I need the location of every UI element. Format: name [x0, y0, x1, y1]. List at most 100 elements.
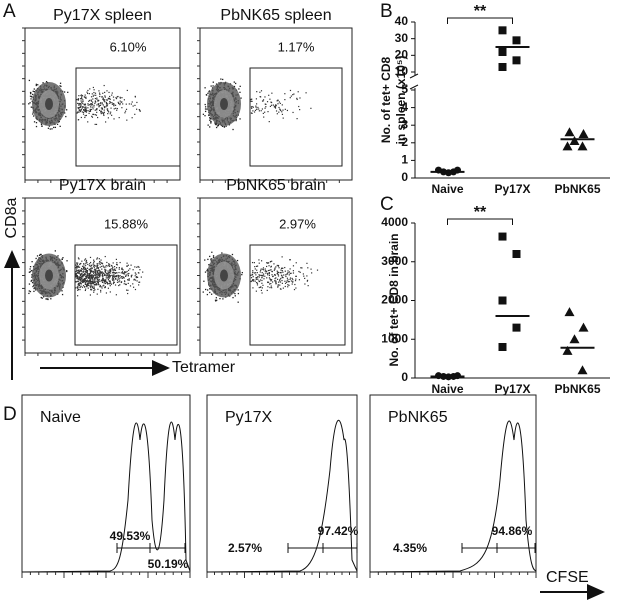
- dot: [260, 269, 262, 271]
- dot: [251, 107, 253, 109]
- dot: [259, 96, 261, 98]
- dot: [257, 106, 259, 109]
- dot: [91, 278, 93, 280]
- dot: [89, 270, 91, 272]
- dot: [30, 98, 32, 100]
- dot: [281, 256, 283, 258]
- dot: [47, 127, 50, 129]
- dot: [101, 275, 103, 277]
- dot: [88, 110, 90, 112]
- dot: [109, 280, 111, 282]
- dot: [93, 281, 95, 283]
- dot: [76, 276, 78, 278]
- dot: [80, 110, 82, 112]
- dot: [128, 103, 130, 105]
- dot: [40, 253, 42, 256]
- gate-percent: 50.19%: [148, 557, 189, 571]
- dot: [101, 96, 103, 98]
- dot: [252, 280, 255, 282]
- dot: [29, 95, 32, 97]
- dot: [123, 273, 125, 275]
- dot: [262, 275, 264, 277]
- dot: [84, 108, 86, 111]
- dot: [117, 276, 120, 278]
- dot: [93, 271, 95, 273]
- dot: [89, 286, 92, 288]
- dot: [129, 285, 132, 287]
- dot: [116, 96, 118, 98]
- dot: [105, 275, 108, 277]
- dot: [78, 271, 80, 273]
- dot: [81, 265, 84, 267]
- dot: [93, 104, 95, 106]
- significance-bracket: [447, 17, 513, 24]
- panel-letter: D: [3, 404, 17, 425]
- dot: [88, 281, 90, 283]
- dot: [116, 109, 118, 111]
- dot: [77, 119, 80, 121]
- dot: [94, 114, 96, 116]
- dot: [33, 91, 36, 93]
- dot: [95, 94, 97, 96]
- significance: **: [474, 204, 487, 221]
- dot: [93, 291, 95, 293]
- dot: [289, 272, 291, 275]
- dot: [96, 108, 98, 110]
- dot: [234, 295, 236, 297]
- dot: [295, 275, 297, 277]
- dot: [256, 91, 258, 93]
- dot: [204, 288, 207, 291]
- dot: [28, 271, 31, 273]
- dot: [113, 104, 115, 106]
- dot: [139, 269, 141, 271]
- dot: [255, 274, 257, 276]
- dot: [61, 290, 63, 292]
- dot: [113, 118, 115, 120]
- axis-label: Tetramer: [172, 359, 236, 376]
- dot: [261, 292, 263, 294]
- dot: [104, 269, 106, 271]
- dot: [132, 105, 134, 107]
- dot: [271, 270, 273, 273]
- dot: [87, 287, 89, 289]
- significance: **: [474, 3, 487, 20]
- dot: [101, 287, 103, 289]
- dot: [274, 268, 276, 270]
- dot: [101, 112, 104, 114]
- dot: [79, 276, 81, 278]
- gate: [74, 244, 178, 346]
- dot: [130, 264, 132, 266]
- histogram-curve: [369, 420, 537, 573]
- dot: [296, 118, 298, 120]
- dot: [270, 269, 272, 271]
- dot: [103, 105, 105, 108]
- dot: [40, 123, 43, 126]
- dot: [258, 262, 260, 264]
- dot: [61, 258, 63, 260]
- dot: [206, 289, 209, 291]
- dot: [267, 281, 269, 283]
- dot: [111, 274, 113, 277]
- dot: [33, 290, 35, 293]
- dot: [271, 92, 273, 94]
- dot: [264, 111, 266, 113]
- dot: [238, 88, 240, 90]
- dot: [116, 279, 119, 281]
- dot: [90, 270, 93, 273]
- dot: [35, 122, 38, 124]
- dot: [262, 99, 265, 101]
- x-tick-label: Naive: [431, 182, 463, 196]
- dot: [82, 274, 84, 276]
- dot: [82, 268, 84, 271]
- dot: [255, 276, 257, 279]
- dot: [94, 284, 96, 286]
- dot: [284, 93, 286, 95]
- dot: [28, 292, 30, 295]
- dot: [255, 103, 258, 105]
- dot: [85, 108, 87, 111]
- dot: [84, 272, 86, 275]
- dot: [103, 284, 105, 286]
- dot: [84, 282, 87, 284]
- dot: [108, 283, 111, 285]
- dot: [209, 117, 211, 119]
